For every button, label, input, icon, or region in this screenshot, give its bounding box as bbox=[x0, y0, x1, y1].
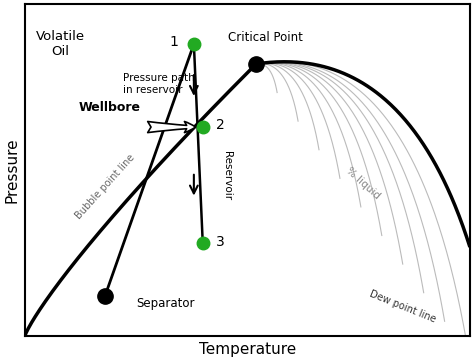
Text: Pressure path
in reservoir: Pressure path in reservoir bbox=[123, 73, 194, 95]
Text: % liquid: % liquid bbox=[344, 166, 382, 201]
Text: 2: 2 bbox=[216, 118, 225, 132]
Text: 3: 3 bbox=[216, 235, 225, 249]
Text: Dew point line: Dew point line bbox=[368, 288, 438, 324]
Text: Bubble point line: Bubble point line bbox=[73, 153, 137, 221]
Text: Separator: Separator bbox=[136, 297, 194, 310]
X-axis label: Temperature: Temperature bbox=[199, 342, 296, 357]
Text: Volatile
Oil: Volatile Oil bbox=[36, 30, 85, 58]
Text: Critical Point: Critical Point bbox=[228, 31, 302, 44]
Text: Reservoir: Reservoir bbox=[222, 151, 232, 200]
Text: 1: 1 bbox=[169, 35, 178, 49]
Y-axis label: Pressure: Pressure bbox=[4, 138, 19, 203]
Text: Wellbore: Wellbore bbox=[78, 101, 140, 114]
